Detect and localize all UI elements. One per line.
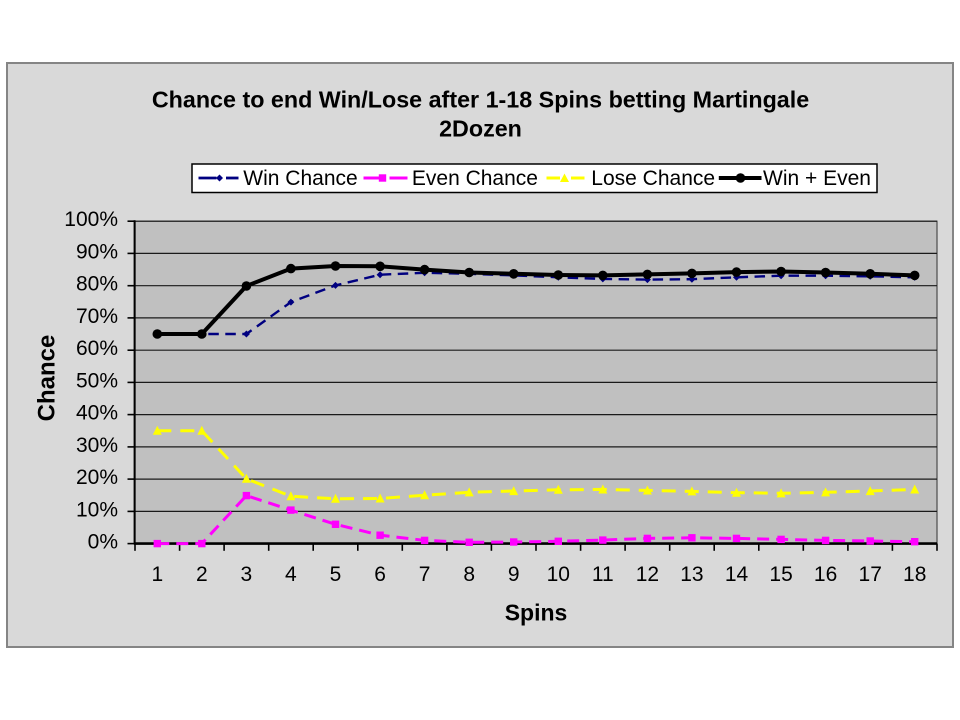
svg-text:15: 15 — [769, 563, 792, 586]
svg-text:9: 9 — [508, 563, 520, 586]
svg-text:7: 7 — [419, 563, 431, 586]
svg-text:12: 12 — [636, 563, 659, 586]
svg-text:0%: 0% — [88, 531, 118, 554]
svg-text:Spins: Spins — [505, 600, 568, 626]
svg-text:6: 6 — [374, 563, 386, 586]
svg-text:50%: 50% — [76, 369, 118, 392]
svg-text:10: 10 — [547, 563, 570, 586]
svg-text:30%: 30% — [76, 434, 118, 457]
svg-text:80%: 80% — [76, 273, 118, 296]
svg-text:2: 2 — [196, 563, 208, 586]
svg-text:Win Chance: Win Chance — [243, 167, 357, 190]
svg-text:14: 14 — [725, 563, 749, 586]
svg-text:60%: 60% — [76, 337, 118, 360]
svg-text:Win + Even: Win + Even — [763, 167, 871, 190]
svg-text:5: 5 — [330, 563, 342, 586]
svg-text:20%: 20% — [76, 466, 118, 489]
svg-text:16: 16 — [814, 563, 837, 586]
svg-text:8: 8 — [463, 563, 475, 586]
svg-text:Chance: Chance — [34, 335, 61, 422]
svg-text:2Dozen: 2Dozen — [439, 116, 522, 142]
svg-text:18: 18 — [903, 563, 926, 586]
svg-text:4: 4 — [285, 563, 297, 586]
svg-text:13: 13 — [680, 563, 703, 586]
svg-text:100%: 100% — [64, 208, 118, 231]
svg-text:70%: 70% — [76, 305, 118, 328]
svg-text:1: 1 — [151, 563, 163, 586]
svg-text:11: 11 — [592, 563, 614, 586]
svg-text:3: 3 — [241, 563, 253, 586]
svg-text:40%: 40% — [76, 402, 118, 425]
svg-text:Even Chance: Even Chance — [412, 167, 538, 190]
svg-text:Chance to end Win/Lose after 1: Chance to end Win/Lose after 1-18 Spins … — [152, 87, 809, 113]
svg-text:90%: 90% — [76, 240, 118, 263]
svg-text:Lose Chance: Lose Chance — [591, 167, 715, 190]
svg-text:10%: 10% — [76, 498, 118, 521]
svg-text:17: 17 — [859, 563, 882, 586]
